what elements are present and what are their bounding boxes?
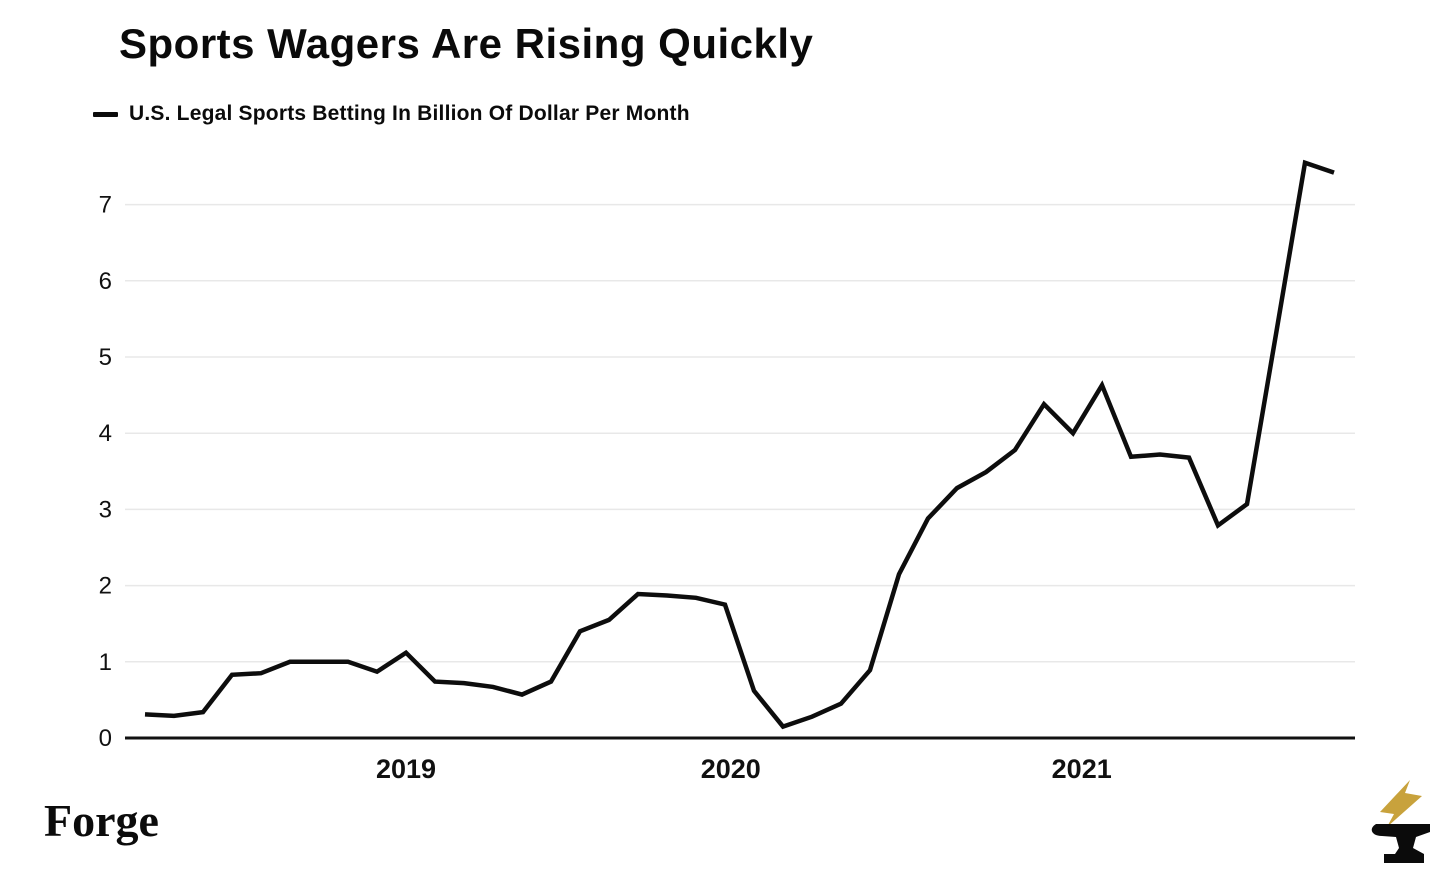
y-axis-tick-label: 1 <box>99 649 112 676</box>
legend-series-label: U.S. Legal Sports Betting In Billion Of … <box>129 102 690 125</box>
anvil-lightning-logo <box>1371 780 1430 863</box>
y-axis-tick-label: 3 <box>99 496 112 523</box>
y-axis-tick-label: 2 <box>99 573 112 600</box>
y-axis-tick-label: 7 <box>99 192 112 219</box>
y-axis-tick-label: 0 <box>99 725 112 752</box>
x-axis-tick-label: 2019 <box>376 754 436 784</box>
lightning-bolt-icon <box>1380 780 1422 827</box>
chart-title: Sports Wagers Are Rising Quickly <box>119 20 814 67</box>
y-axis-tick-label: 6 <box>99 268 112 295</box>
x-axis-tick-label: 2020 <box>701 754 761 784</box>
legend: U.S. Legal Sports Betting In Billion Of … <box>93 102 690 126</box>
y-axis-tick-label: 5 <box>99 344 112 371</box>
y-axis-tick-label: 4 <box>99 420 112 447</box>
line-dash-swatch-icon <box>93 111 118 117</box>
anvil-icon <box>1371 824 1430 863</box>
x-axis-tick-label: 2021 <box>1052 754 1112 784</box>
brand-wordmark: Forge <box>44 795 159 846</box>
data-line <box>144 159 1335 730</box>
